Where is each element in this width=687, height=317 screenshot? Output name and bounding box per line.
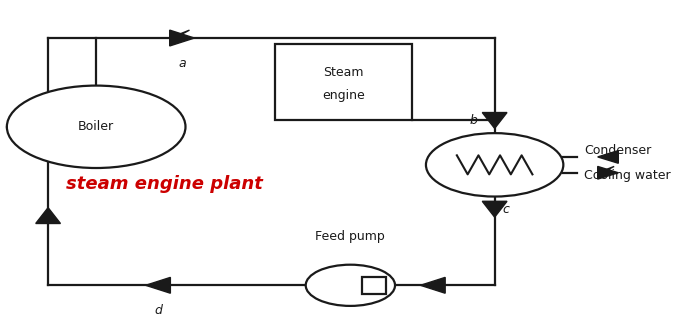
Text: Condenser: Condenser [584, 144, 651, 157]
Polygon shape [482, 113, 507, 128]
Text: steam engine plant: steam engine plant [67, 175, 263, 193]
Circle shape [426, 133, 563, 197]
Polygon shape [36, 208, 60, 223]
Text: b: b [470, 114, 477, 127]
Polygon shape [598, 151, 618, 163]
Text: Cooling water: Cooling water [584, 169, 671, 183]
Text: a: a [178, 57, 186, 70]
Text: d: d [154, 304, 162, 317]
Text: Feed pump: Feed pump [315, 230, 385, 243]
Bar [361, 277, 386, 294]
Circle shape [306, 265, 395, 306]
Circle shape [7, 86, 185, 168]
Polygon shape [598, 166, 614, 173]
Text: engine: engine [322, 88, 365, 102]
Polygon shape [420, 277, 445, 293]
Polygon shape [146, 277, 170, 293]
Polygon shape [170, 30, 194, 46]
Polygon shape [170, 30, 190, 38]
Text: c: c [503, 203, 510, 216]
Bar [275, 44, 412, 120]
Text: Steam: Steam [324, 66, 363, 80]
Polygon shape [598, 166, 618, 179]
Polygon shape [482, 201, 507, 217]
Text: Boiler: Boiler [78, 120, 114, 133]
